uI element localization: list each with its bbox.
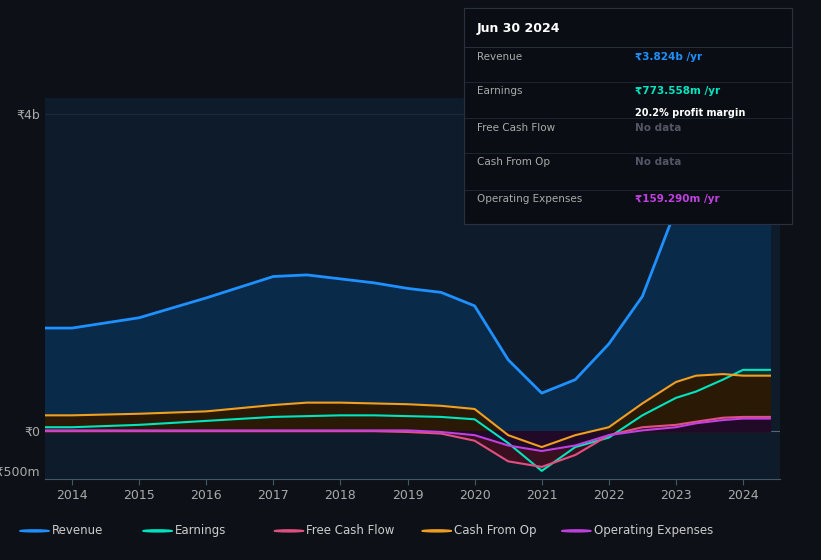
Text: Revenue: Revenue [477, 52, 522, 62]
Text: Free Cash Flow: Free Cash Flow [306, 524, 395, 538]
Circle shape [274, 530, 304, 532]
Text: Free Cash Flow: Free Cash Flow [477, 123, 555, 133]
Text: ₹3.824b /yr: ₹3.824b /yr [635, 52, 702, 62]
Circle shape [562, 530, 591, 532]
Text: ₹159.290m /yr: ₹159.290m /yr [635, 194, 719, 204]
Circle shape [422, 530, 452, 532]
Text: 20.2% profit margin: 20.2% profit margin [635, 108, 745, 118]
Text: Operating Expenses: Operating Expenses [477, 194, 582, 204]
Text: No data: No data [635, 157, 681, 167]
Text: Earnings: Earnings [175, 524, 227, 538]
Text: No data: No data [635, 123, 681, 133]
Text: Jun 30 2024: Jun 30 2024 [477, 22, 561, 35]
Text: Cash From Op: Cash From Op [454, 524, 536, 538]
Circle shape [20, 530, 49, 532]
Text: Earnings: Earnings [477, 86, 522, 96]
Circle shape [143, 530, 172, 532]
Text: Revenue: Revenue [52, 524, 103, 538]
Text: Operating Expenses: Operating Expenses [594, 524, 713, 538]
Text: ₹773.558m /yr: ₹773.558m /yr [635, 86, 720, 96]
Text: Cash From Op: Cash From Op [477, 157, 550, 167]
